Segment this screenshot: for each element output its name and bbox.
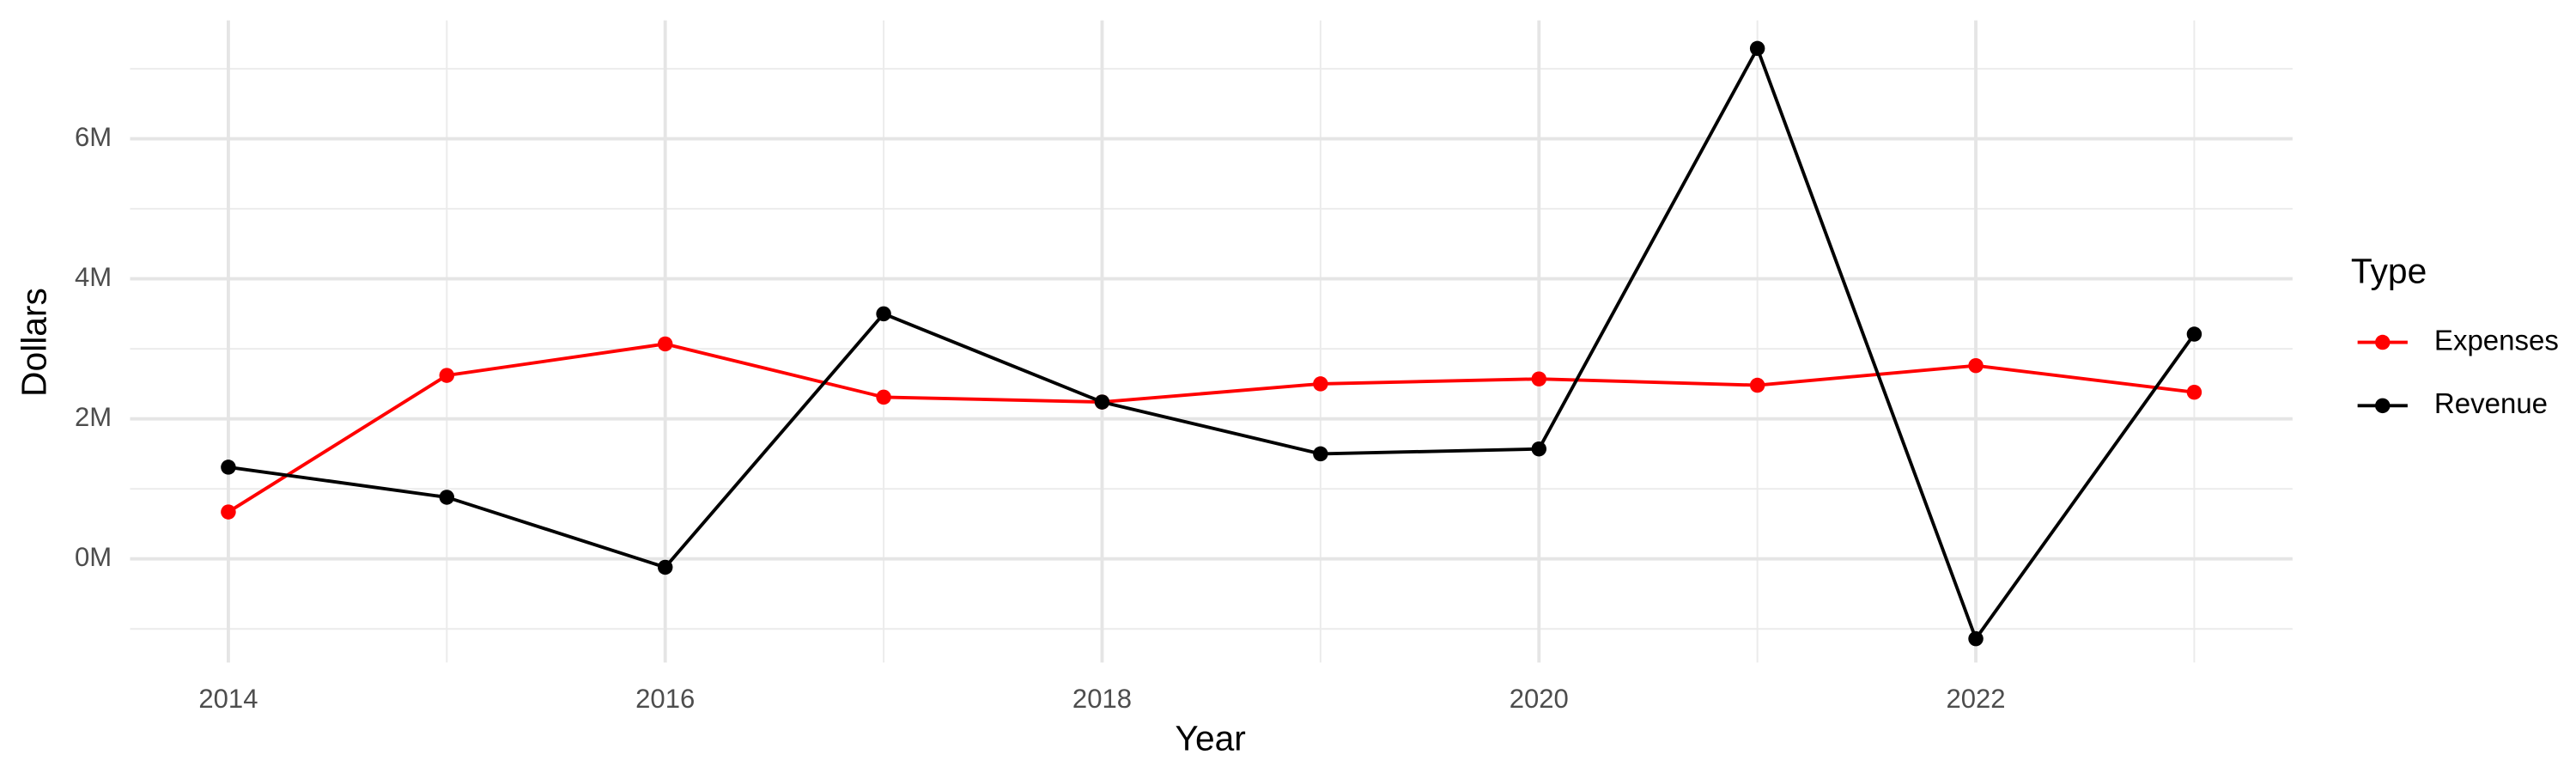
data-point: [1749, 377, 1765, 393]
legend-label: Revenue: [2434, 387, 2548, 419]
legend-label: Expenses: [2434, 324, 2559, 356]
data-point: [876, 306, 891, 322]
data-point: [1094, 394, 1110, 410]
data-point: [1531, 441, 1547, 457]
legend-swatch-point: [2375, 398, 2391, 414]
legend-title: Type: [2351, 252, 2427, 291]
x-tick-label: 2022: [1947, 684, 2006, 714]
x-axis-title: Year: [1176, 718, 1246, 758]
data-point: [657, 559, 673, 575]
data-point: [1968, 630, 1984, 647]
data-point: [1313, 376, 1328, 392]
y-tick-label: 2M: [75, 402, 112, 432]
x-tick-label: 2020: [1510, 684, 1569, 714]
x-tick-label: 2014: [198, 684, 258, 714]
data-point: [1749, 40, 1765, 57]
data-point: [1968, 357, 1984, 374]
series-line: [228, 44, 2196, 642]
data-point: [876, 389, 891, 405]
y-axis-title: Dollars: [14, 288, 53, 397]
data-point: [1531, 371, 1547, 386]
data-point: [1313, 446, 1328, 462]
data-point: [221, 460, 236, 475]
x-tick-label: 2018: [1072, 684, 1132, 714]
legend-swatch-point: [2375, 334, 2391, 350]
data-point: [657, 336, 673, 352]
data-point: [2186, 326, 2202, 342]
data-point: [221, 504, 236, 520]
y-tick-label: 0M: [75, 542, 112, 572]
y-tick-label: 6M: [75, 122, 112, 152]
x-tick-label: 2016: [635, 684, 695, 714]
data-point: [2186, 384, 2202, 400]
data-point: [439, 368, 455, 383]
data-point: [439, 490, 455, 505]
y-tick-label: 4M: [75, 262, 112, 292]
series-line: [227, 342, 2195, 514]
